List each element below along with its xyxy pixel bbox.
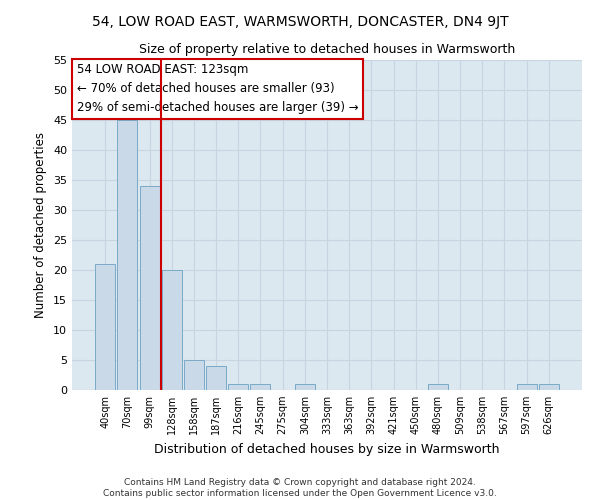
X-axis label: Distribution of detached houses by size in Warmsworth: Distribution of detached houses by size …: [154, 442, 500, 456]
Text: Contains HM Land Registry data © Crown copyright and database right 2024.
Contai: Contains HM Land Registry data © Crown c…: [103, 478, 497, 498]
Bar: [118, 120, 137, 390]
Bar: [250, 384, 271, 390]
Bar: [428, 384, 448, 390]
Bar: [206, 366, 226, 390]
Y-axis label: Number of detached properties: Number of detached properties: [34, 132, 47, 318]
Bar: [95, 264, 115, 390]
Bar: [517, 384, 536, 390]
Bar: [162, 270, 182, 390]
Bar: [140, 186, 160, 390]
Bar: [539, 384, 559, 390]
Title: Size of property relative to detached houses in Warmsworth: Size of property relative to detached ho…: [139, 43, 515, 56]
Text: 54 LOW ROAD EAST: 123sqm
← 70% of detached houses are smaller (93)
29% of semi-d: 54 LOW ROAD EAST: 123sqm ← 70% of detach…: [77, 64, 359, 114]
Text: 54, LOW ROAD EAST, WARMSWORTH, DONCASTER, DN4 9JT: 54, LOW ROAD EAST, WARMSWORTH, DONCASTER…: [92, 15, 508, 29]
Bar: [295, 384, 315, 390]
Bar: [184, 360, 204, 390]
Bar: [228, 384, 248, 390]
